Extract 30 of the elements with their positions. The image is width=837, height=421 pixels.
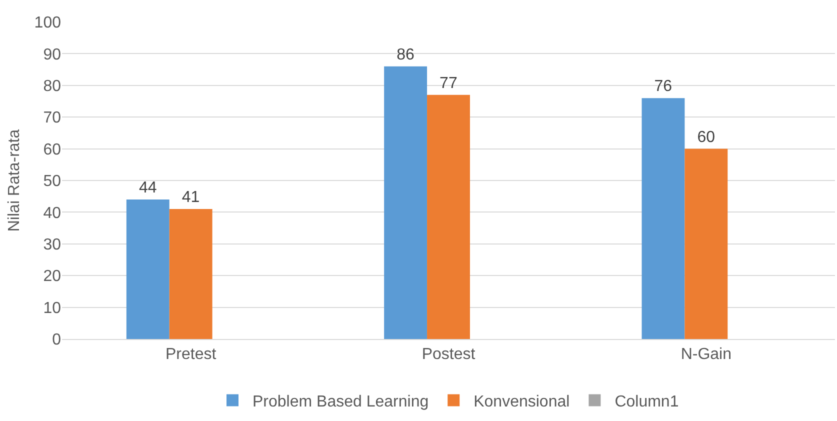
y-tick-label: 10	[43, 300, 62, 317]
bar	[642, 98, 685, 339]
legend-label: Column1	[614, 394, 679, 411]
data-label: 77	[440, 74, 458, 92]
data-label: 41	[182, 189, 200, 206]
bar	[384, 66, 428, 339]
data-label: 76	[654, 78, 672, 96]
y-tick-label: 90	[43, 46, 62, 64]
x-tick-label: N-Gain	[680, 346, 732, 364]
y-tick-label: 20	[43, 268, 62, 286]
data-label: 86	[396, 46, 415, 64]
y-tick-label: 70	[43, 110, 62, 127]
y-axis-title: Nilai Rata-rata	[6, 129, 24, 232]
y-tick-label: 100	[34, 14, 62, 32]
x-tick-label: Postest	[422, 346, 476, 364]
y-tick-label: 0	[52, 332, 62, 349]
legend-label: Konvensional	[474, 394, 570, 411]
bar	[427, 94, 470, 339]
y-tick-label: 80	[43, 78, 62, 95]
data-label: 44	[138, 180, 157, 197]
bar	[126, 200, 170, 339]
x-tick-label: Pretest	[165, 346, 217, 364]
bar	[684, 148, 728, 339]
data-label: 60	[697, 128, 716, 146]
bar	[169, 209, 212, 339]
legend-label: Problem Based Learning	[252, 394, 429, 411]
y-tick-label: 40	[43, 204, 62, 222]
y-tick-label: 30	[43, 236, 62, 254]
y-tick-label: 60	[43, 141, 62, 158]
y-tick-label: 50	[43, 173, 62, 190]
